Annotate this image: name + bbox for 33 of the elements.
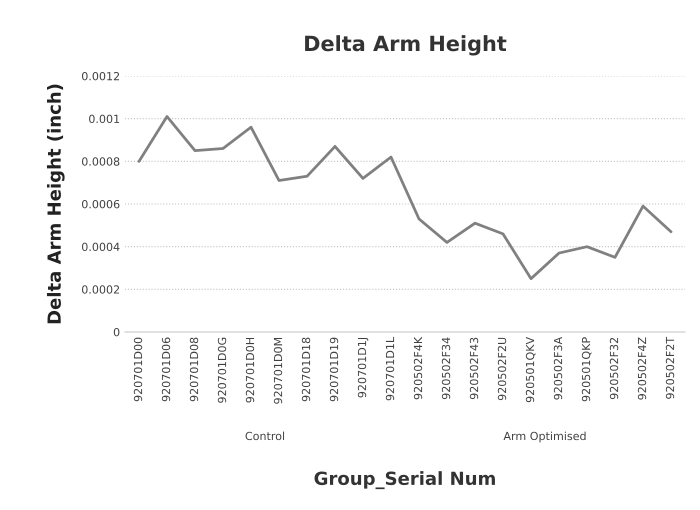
y-tick-label: 0.001 — [89, 114, 120, 124]
y-tick-label: 0.0008 — [82, 157, 120, 166]
y-tick-label: 0 — [114, 328, 120, 336]
x-tick-label: 920701D1J — [358, 338, 368, 398]
x-tick-label: 920701D0H — [246, 338, 254, 403]
x-tick-label: 920701D0G — [218, 338, 226, 403]
chart-title: Delta Arm Height — [305, 35, 506, 56]
y-tick-label: 0.0002 — [82, 285, 120, 294]
x-tick-label: 920501QKV — [526, 336, 536, 402]
x-tick-label: 920502F32 — [610, 338, 618, 400]
x-tick-label: 920502F3A — [554, 336, 562, 400]
x-tick-label: 920502F34 — [442, 337, 450, 400]
x-tick-label: 920701D06 — [162, 338, 170, 402]
line-series — [138, 115, 672, 280]
x-tick-label: 920701D19 — [330, 338, 338, 402]
x-tick-label: 920701D18 — [302, 338, 310, 402]
x-axis-title: Group_Serial Num — [314, 471, 495, 490]
x-tick-label: 920701D0M — [274, 338, 282, 404]
x-tick-label: 920701D08 — [190, 338, 198, 402]
x-tick-label: 920502F4K — [414, 336, 422, 400]
x-tick-label: 920502F2U — [498, 338, 506, 400]
x-tick-label: 920701D00 — [134, 338, 142, 402]
x-tick-label: 920502F4Z — [638, 337, 646, 400]
x-tick-label: 920701D1L — [386, 336, 394, 400]
x-tick-label: 920502F2T — [666, 336, 674, 399]
y-tick-label: 0.0004 — [82, 242, 120, 252]
x-tick-label: 920502F43 — [470, 338, 478, 400]
text: Control — [246, 432, 284, 440]
y-axis-title: Delta Arm Height (inch) — [46, 84, 65, 324]
y-tick-label: 0.0012 — [82, 72, 120, 80]
y-tick-label: 0.0006 — [82, 200, 120, 208]
text: Arm Optimised — [504, 432, 586, 442]
x-tick-label: 920501QKP — [582, 337, 592, 402]
